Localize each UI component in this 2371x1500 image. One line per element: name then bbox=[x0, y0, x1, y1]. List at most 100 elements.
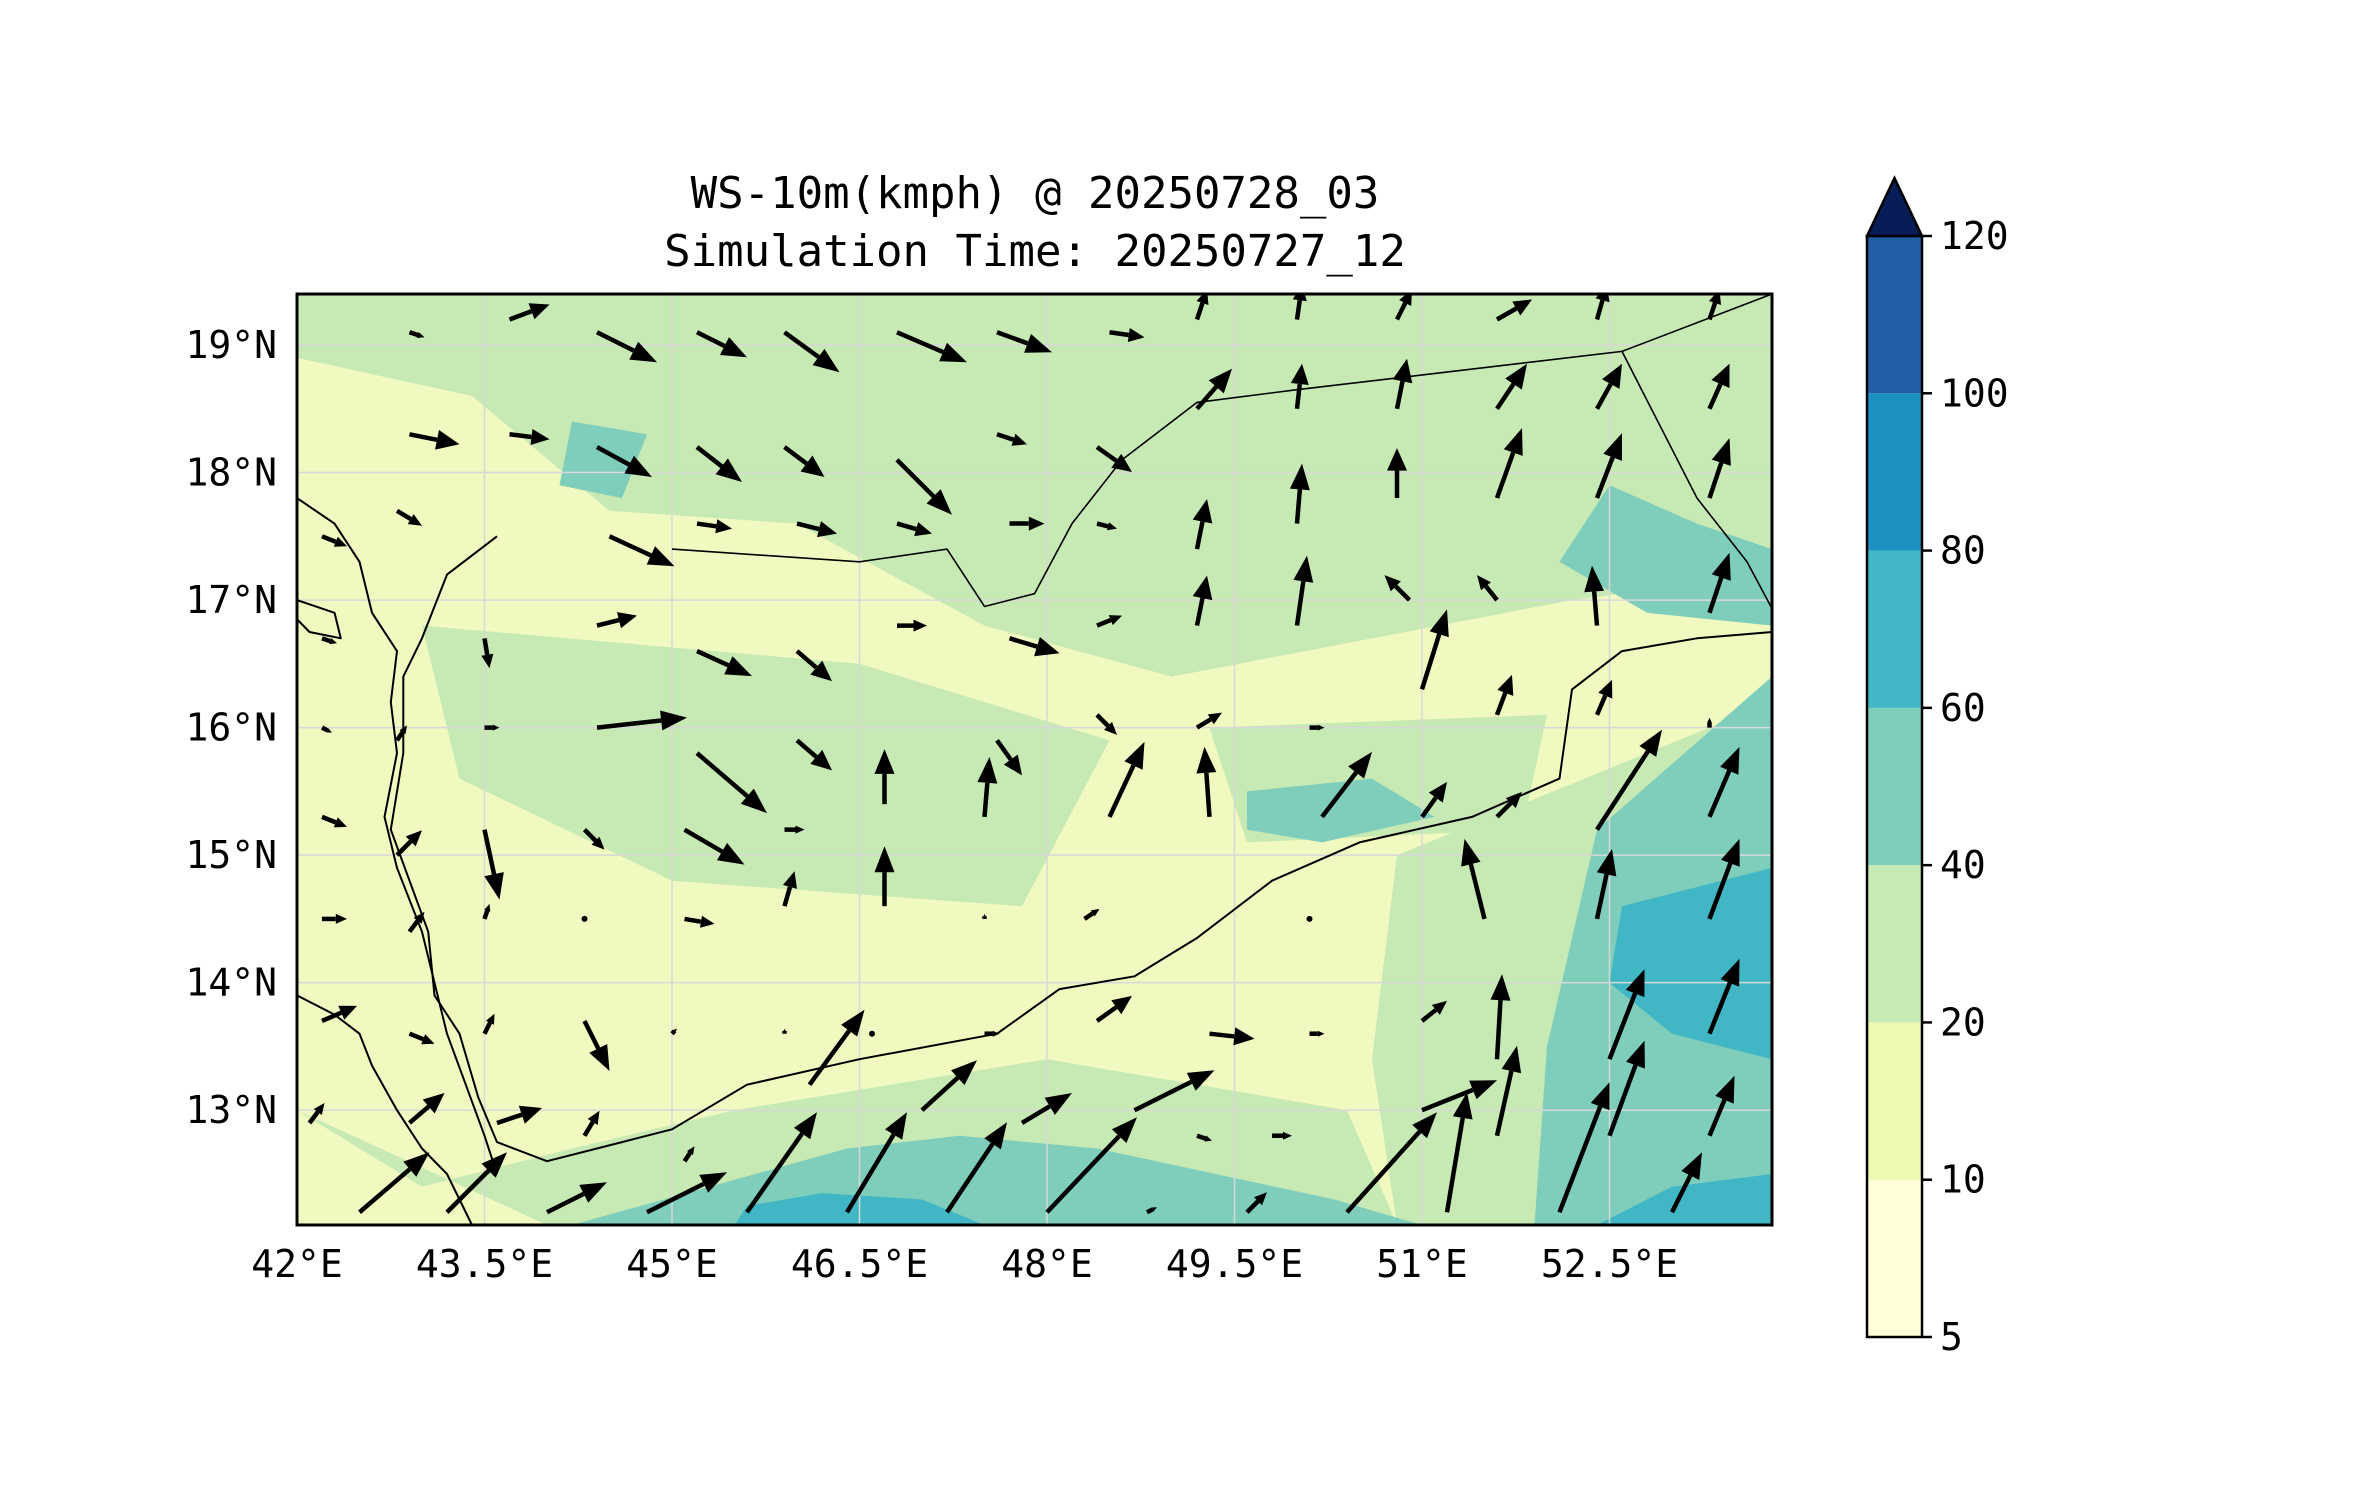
wind-vector bbox=[1192, 499, 1213, 550]
wind-vector-shaft bbox=[595, 445, 631, 467]
wind-vector-shaft bbox=[684, 916, 702, 924]
wind-vector-shaft bbox=[896, 330, 944, 355]
wind-vector-head bbox=[926, 489, 952, 515]
wind-vector bbox=[895, 458, 952, 515]
longitude-label: 51°E bbox=[1376, 1242, 1468, 1286]
wind-vector-head bbox=[812, 348, 840, 373]
wind-vector-shaft bbox=[1420, 1008, 1438, 1023]
wind-vector-head bbox=[1603, 433, 1622, 461]
wind-vector bbox=[1107, 741, 1145, 818]
wind-vector bbox=[1595, 363, 1622, 410]
wind-vector-head bbox=[1709, 294, 1721, 305]
wind-vector-shaft bbox=[782, 886, 793, 907]
wind-vector bbox=[1495, 299, 1532, 322]
wind-vector-shaft bbox=[1195, 717, 1212, 730]
wind-vector bbox=[1095, 445, 1132, 472]
wind-vector bbox=[408, 1031, 435, 1045]
wind-vector bbox=[595, 445, 652, 477]
wind-vector-head bbox=[481, 1152, 507, 1178]
wind-vector-shaft bbox=[1707, 576, 1724, 614]
wind-vector-head bbox=[715, 519, 732, 534]
wind-vector bbox=[896, 330, 967, 363]
longitude-label: 42°E bbox=[251, 1242, 343, 1286]
wind-vector bbox=[996, 330, 1052, 353]
wind-vector bbox=[1494, 674, 1514, 716]
wind-vector-head bbox=[795, 825, 805, 834]
wind-vector bbox=[1444, 1092, 1473, 1213]
wind-vector-head bbox=[481, 653, 494, 669]
wind-vector-shaft bbox=[995, 739, 1013, 761]
wind-vector-head bbox=[1028, 516, 1045, 531]
wind-vector-shaft bbox=[1133, 1079, 1193, 1113]
wind-vector-head bbox=[1024, 334, 1052, 353]
wind-vector bbox=[320, 725, 332, 733]
wind-vector bbox=[608, 534, 675, 567]
title-line-2: Simulation Time: 20250727_12 bbox=[664, 226, 1406, 277]
latitude-label: 16°N bbox=[185, 706, 277, 750]
wind-vector bbox=[1387, 448, 1407, 499]
coastline bbox=[389, 535, 1772, 1163]
wind-vector-head bbox=[717, 842, 745, 865]
wind-vector bbox=[684, 915, 715, 928]
wind-vector-shaft bbox=[1594, 873, 1609, 920]
wind-vector-shaft bbox=[407, 919, 420, 934]
wind-vector bbox=[1557, 1082, 1610, 1214]
wind-vector-shaft bbox=[1669, 1174, 1693, 1214]
wind-vector bbox=[395, 830, 422, 857]
colorbar-segment bbox=[1867, 393, 1922, 551]
wind-vector-shaft bbox=[896, 521, 917, 532]
wind-vector bbox=[322, 913, 347, 924]
wind-vector bbox=[874, 749, 895, 805]
wind-vector bbox=[395, 725, 407, 742]
wind-vector-head bbox=[700, 915, 715, 928]
wind-vector bbox=[745, 1112, 817, 1214]
wind-vector-shaft bbox=[1468, 863, 1487, 920]
wind-vector-shaft bbox=[408, 1031, 425, 1042]
wind-vector-head bbox=[1711, 363, 1730, 388]
wind-vector-head bbox=[1501, 1045, 1522, 1074]
wind-speed-region bbox=[1597, 1174, 1772, 1225]
wind-vector-head bbox=[1639, 729, 1662, 757]
wind-vector bbox=[1594, 433, 1622, 499]
wind-vector-head bbox=[1625, 969, 1645, 998]
wind-vector-head bbox=[724, 656, 752, 677]
wind-vector bbox=[1194, 294, 1209, 321]
wind-vector-head bbox=[1721, 838, 1740, 867]
wind-vector-head bbox=[1392, 358, 1413, 384]
wind-vector-head bbox=[335, 913, 347, 924]
wind-vector-shaft bbox=[996, 432, 1015, 442]
wind-vector bbox=[645, 1172, 727, 1215]
wind-vector bbox=[795, 649, 832, 682]
wind-vector-head bbox=[1124, 741, 1145, 770]
wind-vector bbox=[1707, 838, 1740, 920]
wind-vector-shaft bbox=[1707, 383, 1723, 410]
wind-vector-shaft bbox=[1194, 597, 1205, 627]
wind-vector bbox=[1292, 294, 1307, 320]
wind-vector-shaft bbox=[1594, 456, 1615, 499]
wind-vector-head bbox=[817, 521, 837, 538]
longitude-label: 48°E bbox=[1001, 1242, 1093, 1286]
colorbar-segment bbox=[1867, 707, 1922, 866]
wind-vector-head bbox=[1711, 438, 1731, 466]
wind-vector-head bbox=[841, 1009, 865, 1037]
wind-vector-shaft bbox=[783, 445, 808, 466]
wind-vector-shaft bbox=[1707, 862, 1733, 920]
colorbar-segment bbox=[1867, 865, 1922, 1023]
wind-vector bbox=[484, 724, 500, 731]
wind-vector-shaft bbox=[1095, 1005, 1118, 1023]
wind-vector bbox=[596, 710, 687, 731]
wind-vector-head bbox=[333, 536, 347, 547]
wind-vector-head bbox=[1011, 433, 1027, 446]
wind-vector-head bbox=[1107, 522, 1117, 531]
wind-vector-head bbox=[1111, 995, 1132, 1015]
wind-vector-head bbox=[326, 728, 332, 733]
wind-vector bbox=[408, 330, 425, 338]
wind-speed-region bbox=[297, 294, 1772, 677]
wind-vector-head bbox=[1111, 1117, 1137, 1143]
wind-vector bbox=[1195, 368, 1232, 411]
wind-vector-head bbox=[1289, 463, 1310, 491]
wind-vector bbox=[670, 1028, 677, 1036]
wind-vector-head bbox=[407, 514, 422, 526]
wind-vector-shaft bbox=[1345, 1130, 1422, 1214]
wind-vector-shaft bbox=[1707, 769, 1732, 818]
